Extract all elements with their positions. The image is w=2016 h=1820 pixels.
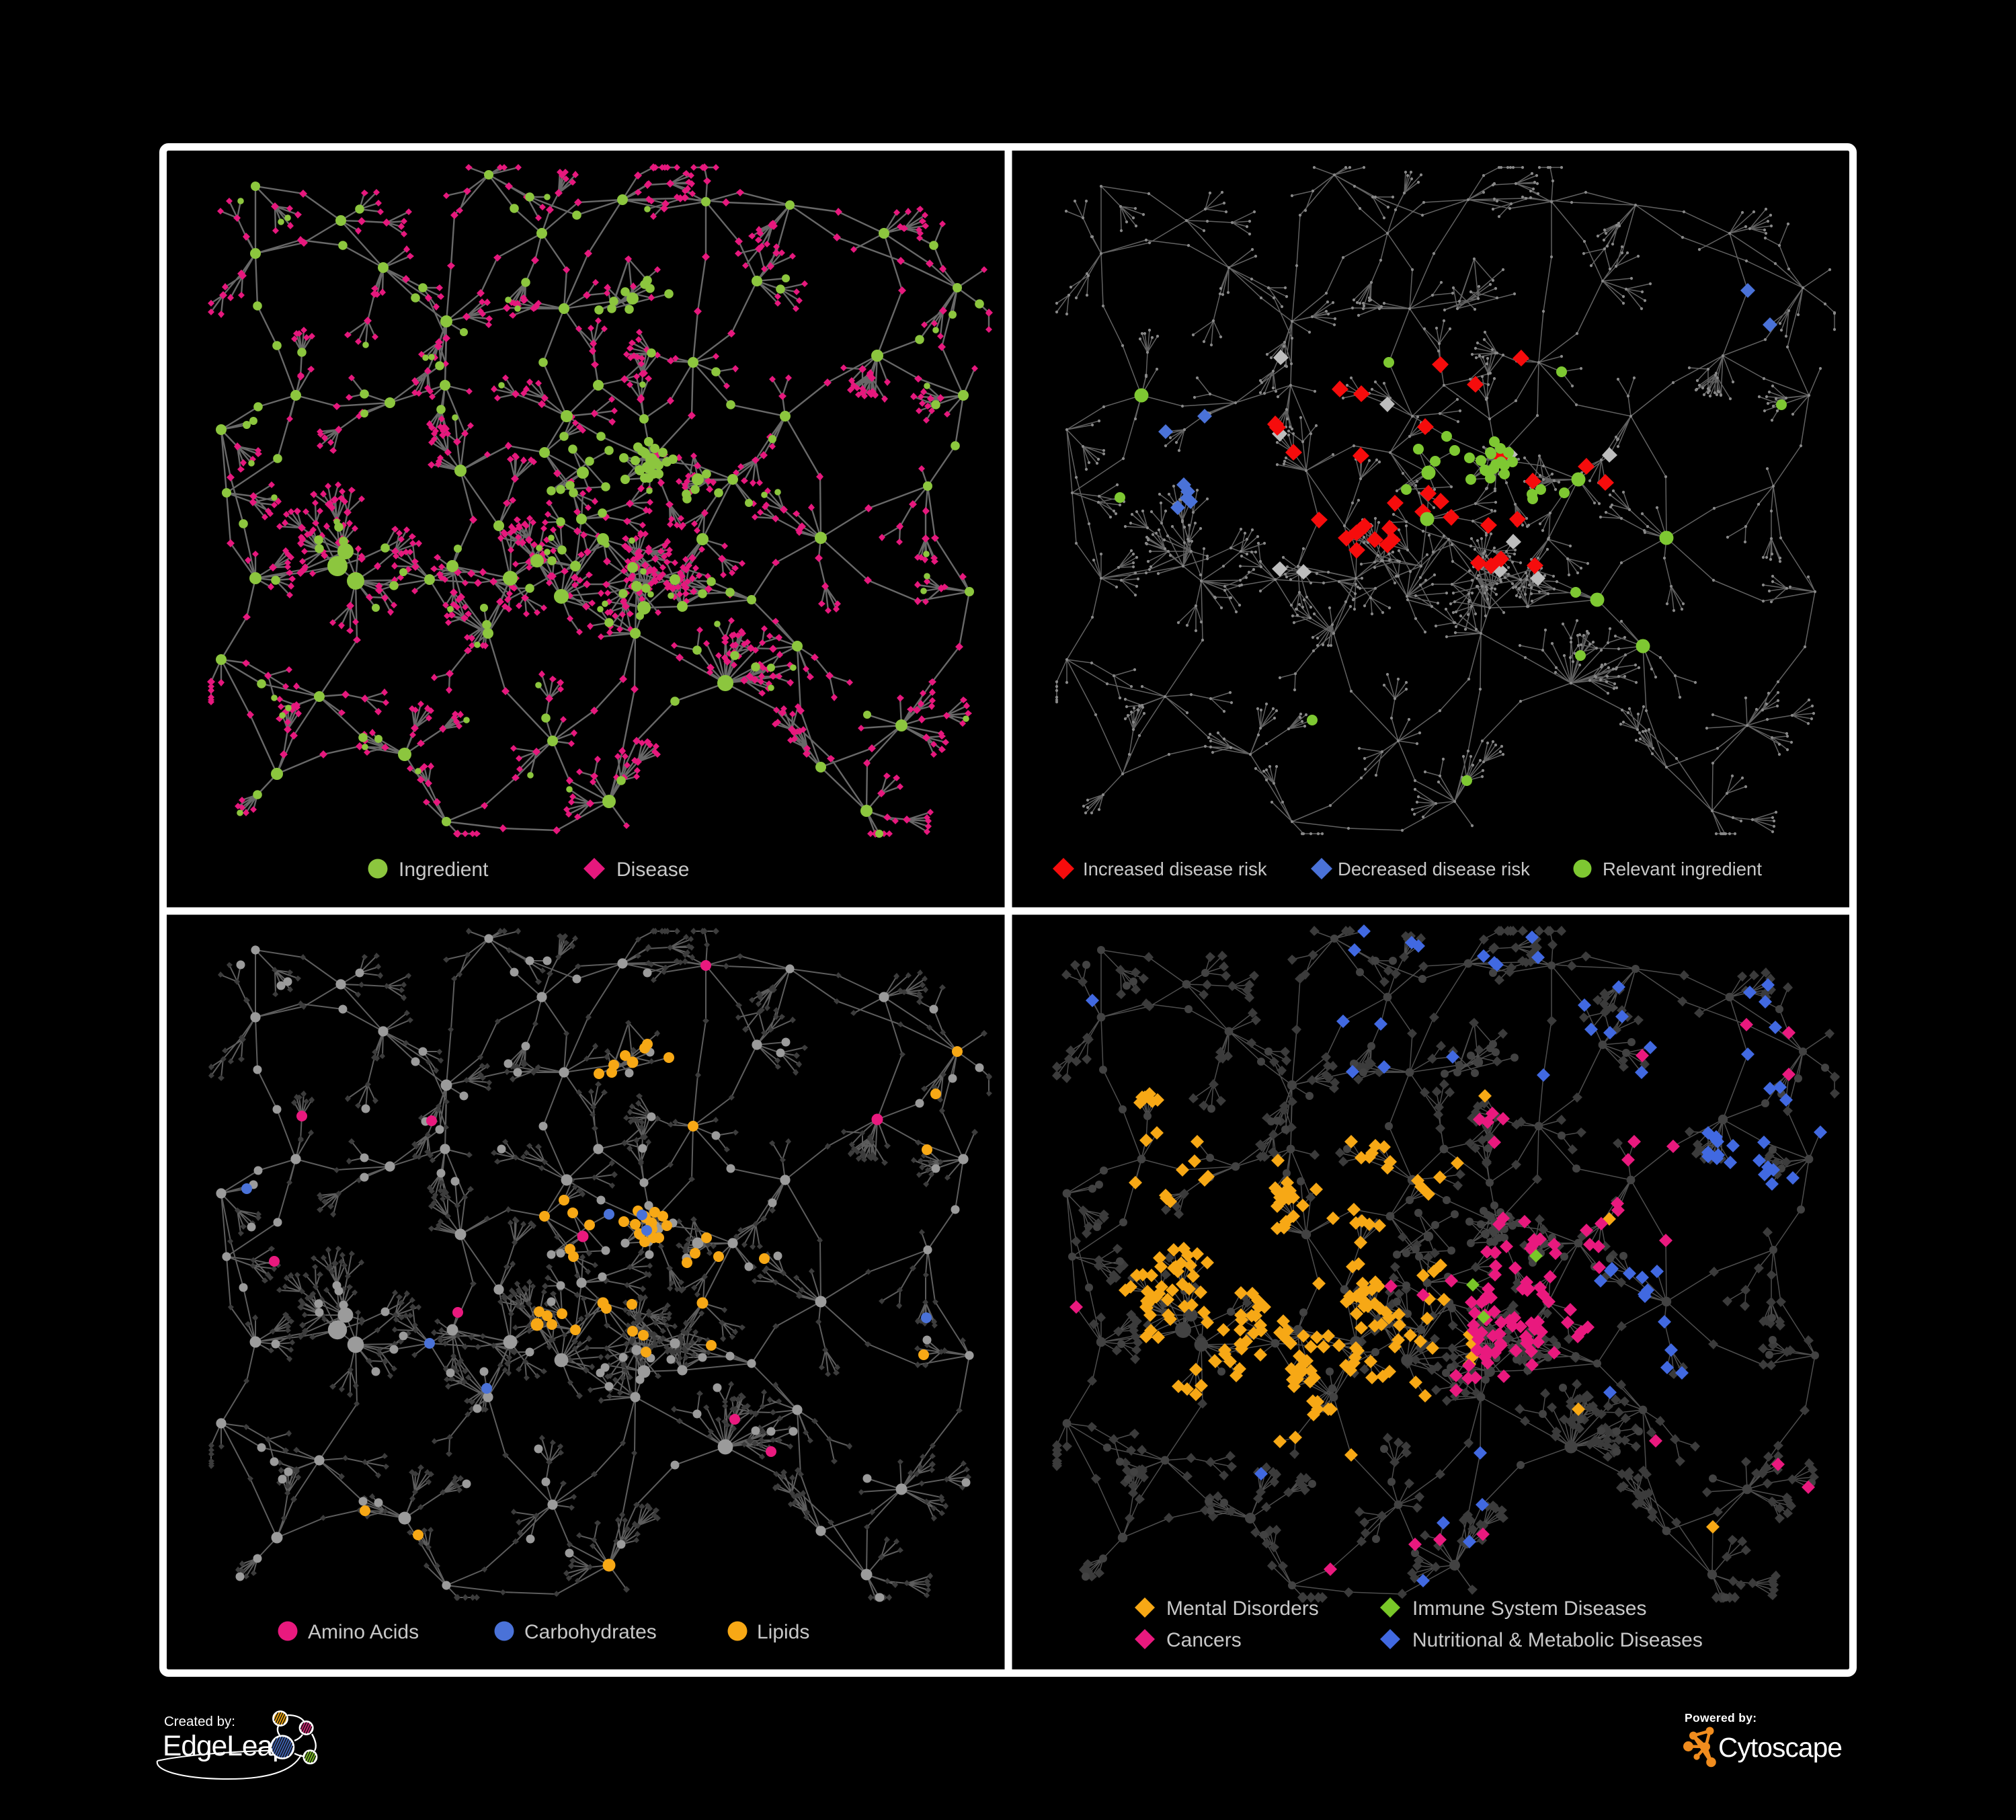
svg-text:EdgeLeap: EdgeLeap (163, 1731, 288, 1762)
svg-text:Ingredient: Ingredient (399, 859, 489, 881)
svg-text:Increased disease risk: Increased disease risk (1083, 859, 1267, 879)
svg-text:Immune System Diseases: Immune System Diseases (1412, 1597, 1646, 1620)
svg-text:Powered by:: Powered by: (1685, 1711, 1757, 1725)
svg-text:Disease: Disease (616, 859, 689, 881)
svg-text:Amino Acids: Amino Acids (308, 1621, 419, 1643)
svg-text:Created by:: Created by: (164, 1714, 235, 1729)
svg-text:Relevant ingredient: Relevant ingredient (1603, 859, 1762, 879)
svg-text:Cancers: Cancers (1166, 1629, 1242, 1651)
svg-text:Mental Disorders: Mental Disorders (1166, 1597, 1319, 1620)
svg-text:Decreased disease risk: Decreased disease risk (1338, 859, 1530, 879)
svg-text:Cytoscape: Cytoscape (1718, 1732, 1842, 1763)
svg-text:Carbohydrates: Carbohydrates (524, 1621, 657, 1643)
svg-text:Lipids: Lipids (757, 1621, 809, 1643)
svg-text:Nutritional & Metabolic Diseas: Nutritional & Metabolic Diseases (1412, 1629, 1703, 1651)
